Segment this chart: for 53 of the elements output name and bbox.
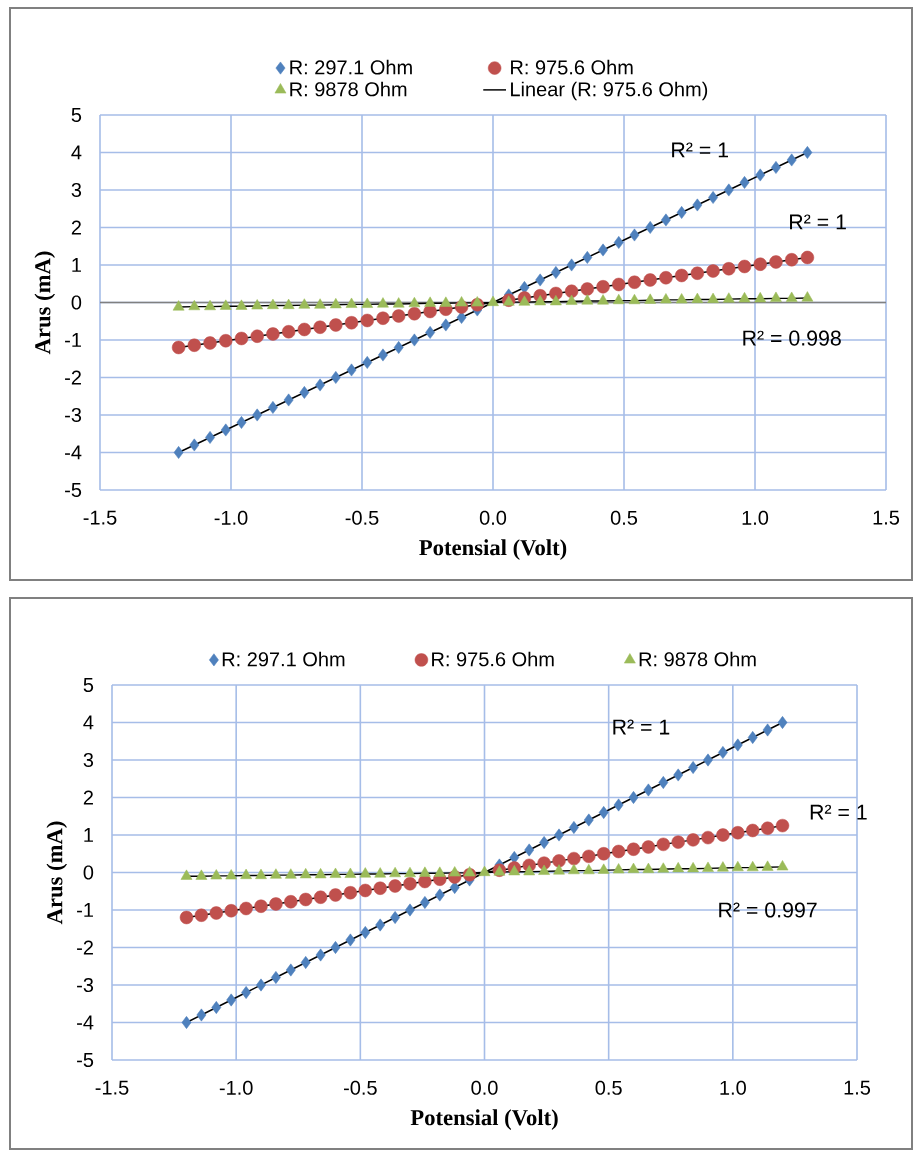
y-tick-label: 4 bbox=[83, 715, 94, 730]
x-tick-label: -0.5 bbox=[343, 1080, 377, 1095]
annotation: R² = 1 bbox=[790, 214, 846, 230]
y-tick-label: -3 bbox=[77, 977, 94, 993]
legend-label: R: 975.6 Ohm bbox=[432, 651, 554, 667]
y-tick-label: 3 bbox=[83, 752, 94, 768]
x-tick-label: 1.0 bbox=[720, 1080, 746, 1095]
y-tick-label: 2 bbox=[71, 220, 81, 235]
y-tick-label: 5 bbox=[83, 678, 94, 692]
x-tick-label: -1.0 bbox=[214, 510, 248, 525]
annotation: R² = 0.998 bbox=[743, 330, 841, 346]
x-tick-label: 0.5 bbox=[610, 510, 638, 525]
x-tick-label: 0.0 bbox=[479, 510, 507, 525]
y-tick-label: 2 bbox=[83, 790, 93, 805]
x-axis-title: Potensial (Volt) bbox=[410, 1109, 558, 1130]
y-tick-label: -4 bbox=[65, 445, 82, 460]
legend-label: R: 9878 Ohm bbox=[639, 651, 756, 667]
y-tick-label: -2 bbox=[65, 370, 81, 385]
y-tick-label: 1 bbox=[84, 828, 93, 842]
y-tick-label: -1 bbox=[77, 903, 93, 917]
legend-label: R: 297.1 Ohm bbox=[290, 59, 412, 75]
x-tick-label: 1.5 bbox=[873, 510, 900, 525]
y-tick-label: 4 bbox=[71, 145, 82, 160]
y-tick-label: 0 bbox=[71, 295, 82, 310]
x-tick-label: 0.0 bbox=[471, 1080, 498, 1095]
x-tick-label: 0.5 bbox=[595, 1080, 622, 1095]
x-axis-title: Potensial (Volt) bbox=[419, 539, 567, 560]
x-tick-label: -1.5 bbox=[83, 510, 117, 525]
legend-label: R: 9878 Ohm bbox=[290, 81, 407, 97]
legend-label: R: 297.1 Ohm bbox=[222, 651, 345, 667]
legend-label: Linear (R: 975.6 Ohm) bbox=[511, 81, 708, 101]
y-tick-label: -1 bbox=[65, 333, 81, 347]
y-tick-label: -3 bbox=[65, 407, 82, 423]
annotation: R² = 1 bbox=[672, 142, 728, 158]
y-tick-label: 3 bbox=[71, 182, 82, 198]
annotation: R² = 0.997 bbox=[719, 902, 817, 918]
y-tick-label: 0 bbox=[83, 865, 94, 880]
x-tick-label: 1.5 bbox=[844, 1080, 871, 1095]
y-tick-label: 5 bbox=[71, 108, 82, 122]
y-tick-label: -5 bbox=[65, 483, 82, 497]
x-tick-label: -1.5 bbox=[95, 1080, 129, 1095]
y-axis-title: Arus (mA) bbox=[34, 251, 56, 355]
y-tick-label: -2 bbox=[77, 940, 93, 955]
y-axis-title: Arus (mA) bbox=[46, 821, 68, 925]
y-tick-label: -5 bbox=[77, 1053, 94, 1067]
x-tick-label: 1.0 bbox=[742, 510, 769, 525]
annotation: R² = 1 bbox=[810, 804, 867, 820]
annotation: R² = 1 bbox=[613, 719, 670, 735]
legend-label: R: 975.6 Ohm bbox=[511, 59, 633, 75]
x-tick-label: -0.5 bbox=[345, 510, 379, 525]
x-tick-label: -1.0 bbox=[219, 1080, 253, 1095]
y-tick-label: 1 bbox=[72, 258, 81, 272]
y-tick-label: -4 bbox=[77, 1015, 94, 1030]
